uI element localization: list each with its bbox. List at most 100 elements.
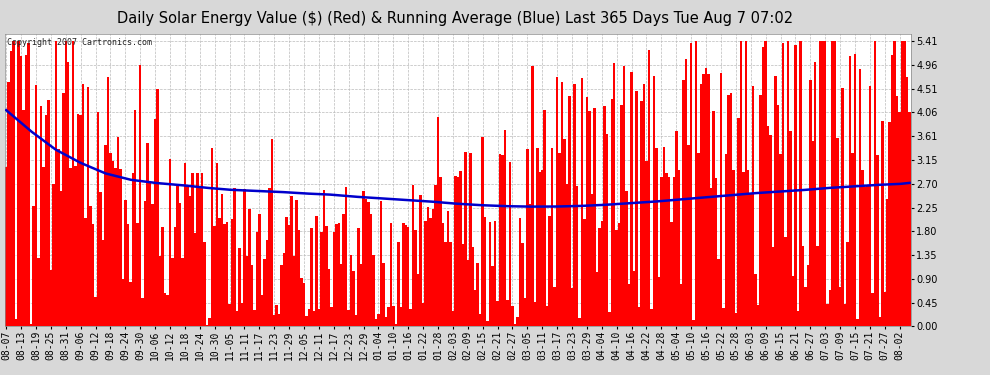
Bar [109, 153, 112, 326]
Bar [514, 324, 516, 326]
Bar [697, 153, 700, 326]
Bar [87, 87, 89, 326]
Bar [163, 292, 166, 326]
Bar [445, 242, 446, 326]
Bar [102, 240, 104, 326]
Bar [69, 168, 72, 326]
Bar [437, 117, 440, 326]
Bar [89, 206, 92, 326]
Bar [692, 320, 695, 326]
Bar [456, 177, 459, 326]
Bar [722, 308, 725, 326]
Bar [79, 115, 82, 326]
Bar [720, 73, 722, 326]
Bar [280, 265, 283, 326]
Bar [787, 41, 789, 326]
Bar [382, 264, 385, 326]
Bar [608, 312, 611, 326]
Bar [270, 139, 273, 326]
Bar [886, 199, 888, 326]
Bar [153, 119, 156, 326]
Bar [168, 159, 171, 326]
Bar [519, 218, 521, 326]
Bar [464, 152, 466, 326]
Bar [8, 82, 10, 326]
Bar [578, 318, 581, 326]
Bar [888, 122, 891, 326]
Bar [677, 170, 680, 326]
Bar [767, 126, 769, 326]
Bar [122, 279, 124, 326]
Bar [248, 209, 250, 326]
Bar [876, 155, 878, 326]
Bar [196, 173, 199, 326]
Bar [606, 134, 608, 326]
Bar [896, 96, 898, 326]
Bar [405, 225, 407, 326]
Bar [137, 223, 139, 326]
Bar [308, 309, 310, 326]
Bar [650, 309, 652, 326]
Bar [354, 315, 357, 326]
Bar [425, 220, 427, 326]
Bar [652, 76, 655, 326]
Bar [25, 56, 28, 326]
Bar [352, 272, 354, 326]
Bar [484, 217, 486, 326]
Bar [476, 263, 479, 326]
Bar [362, 191, 364, 326]
Bar [551, 148, 553, 326]
Bar [576, 186, 578, 326]
Bar [772, 247, 774, 326]
Bar [335, 224, 338, 326]
Bar [244, 189, 246, 326]
Bar [631, 72, 633, 326]
Bar [511, 306, 514, 326]
Bar [516, 317, 519, 326]
Bar [521, 243, 524, 326]
Bar [601, 221, 603, 326]
Bar [471, 247, 474, 326]
Bar [397, 242, 400, 326]
Bar [94, 297, 97, 326]
Bar [866, 186, 868, 326]
Bar [501, 154, 504, 326]
Bar [891, 54, 893, 326]
Bar [735, 313, 738, 326]
Bar [33, 206, 35, 326]
Bar [769, 135, 772, 326]
Bar [499, 154, 501, 326]
Bar [526, 148, 529, 326]
Bar [435, 185, 437, 326]
Bar [665, 173, 667, 326]
Bar [77, 114, 79, 326]
Bar [204, 242, 206, 326]
Bar [407, 227, 410, 326]
Bar [72, 41, 74, 326]
Bar [402, 223, 405, 326]
Bar [733, 170, 735, 326]
Bar [5, 167, 8, 326]
Bar [846, 242, 848, 326]
Bar [260, 295, 263, 326]
Bar [412, 185, 415, 326]
Bar [660, 177, 662, 326]
Bar [598, 228, 601, 326]
Bar [715, 178, 717, 326]
Bar [797, 311, 799, 326]
Bar [328, 269, 330, 326]
Bar [616, 230, 618, 326]
Bar [221, 194, 224, 326]
Bar [672, 177, 675, 326]
Bar [318, 309, 320, 326]
Bar [529, 204, 531, 326]
Bar [563, 139, 566, 326]
Bar [506, 300, 509, 326]
Bar [54, 41, 57, 326]
Bar [23, 111, 25, 326]
Bar [144, 201, 147, 326]
Bar [837, 138, 839, 326]
Bar [338, 223, 340, 326]
Bar [524, 298, 526, 326]
Bar [158, 256, 161, 326]
